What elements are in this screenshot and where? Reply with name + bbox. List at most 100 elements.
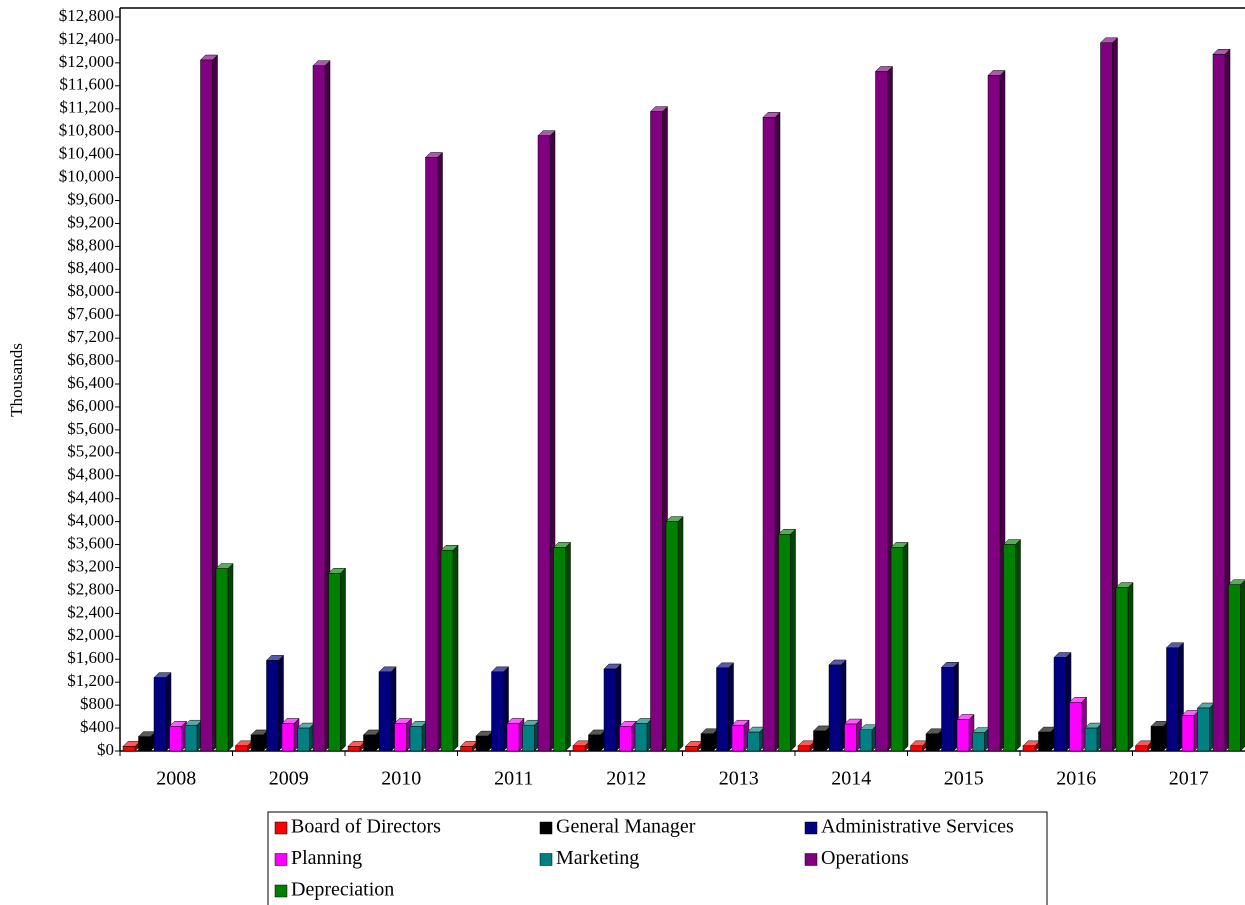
bar [875,71,888,752]
bar [797,745,811,752]
bar [1197,707,1210,752]
y-tick-label: $1,600 [67,648,114,667]
bar [491,671,504,752]
y-tick-label: $9,600 [67,189,114,208]
bar [619,726,632,752]
bar [1166,647,1179,752]
bar [138,736,151,752]
bar [184,724,198,752]
y-tick-label: $6,000 [67,396,114,415]
y-tick-label: $9,200 [67,212,114,231]
y-tick-label: $800 [80,694,114,713]
y-tick-label: $10,400 [59,144,114,163]
bar [200,59,213,752]
y-tick-label: $4,400 [67,488,114,507]
bar [440,550,454,752]
x-tick-label: 2008 [156,768,196,790]
bar-side [1240,579,1245,752]
y-tick-label: $12,400 [59,29,114,48]
legend-swatch [539,821,553,835]
bar [378,671,392,752]
bar [634,723,648,752]
bar [281,723,295,752]
bar [1003,544,1016,752]
legend-swatch [539,853,553,866]
legend-label: Marketing [556,847,639,869]
legend-label: Planning [291,847,362,869]
x-tick-label: 2014 [831,768,871,790]
y-tick-label: $2,800 [67,579,114,598]
bar [122,746,136,752]
legend-swatch [804,821,818,835]
legend-swatch [274,884,288,898]
bar-side [902,541,909,752]
bar-side [340,567,346,752]
bar [1228,584,1241,752]
y-tick-label: $12,000 [59,52,114,71]
bar [665,521,679,752]
bar [1115,587,1129,752]
bar-side [1015,538,1021,752]
y-tick-label: $11,600 [59,75,114,94]
y-tick-label: $8,800 [67,235,114,254]
legend-label: Operations [821,847,909,869]
bar [762,117,776,752]
bar [650,111,663,752]
y-tick-label: $10,800 [59,121,114,140]
y-tick-label: $4,800 [67,465,114,484]
y-tick-label: $1,200 [67,671,114,690]
bar-side [1127,581,1134,752]
bar [409,726,423,752]
legend-swatch [804,853,818,866]
bar [731,724,745,752]
y-axis-label: Thousands [7,343,26,417]
bar [537,135,551,752]
bar [153,677,167,752]
y-tick-label: $2,400 [67,602,114,621]
bar [266,660,279,752]
bar [169,726,182,752]
bar [747,731,760,752]
bar [215,568,229,752]
x-tick-label: 2010 [381,768,421,790]
legend-label: General Manager [556,816,696,838]
legend-swatch [274,821,288,835]
bar [603,668,617,752]
bar [363,734,376,752]
bar [1135,745,1148,752]
y-tick-label: $5,600 [67,419,114,438]
bar [506,723,520,752]
bar [475,735,489,752]
bar [250,734,264,752]
bar [716,667,729,752]
bar [460,746,473,752]
bar [685,746,698,752]
y-tick-label: $7,200 [67,327,114,346]
y-tick-label: $11,200 [59,98,114,117]
bar [425,157,438,752]
x-tick-label: 2015 [944,768,984,790]
bar [956,719,970,752]
bar [1022,745,1036,752]
y-tick-label: $5,200 [67,442,114,461]
bar [328,572,341,752]
bar [844,723,857,752]
legend-label: Depreciation [291,879,394,901]
bar [925,733,939,752]
bar [700,733,714,752]
bar [778,533,791,752]
legend-label: Board of Directors [291,816,441,838]
bar-side [677,516,684,752]
bar [1053,657,1067,752]
y-tick-label: $8,400 [67,258,114,277]
x-tick-label: 2016 [1056,768,1096,790]
y-tick-label: $10,000 [59,166,114,185]
bar [553,547,566,752]
y-tick-label: $4,000 [67,511,114,530]
legend-box [267,811,1048,905]
y-tick-label: $0 [97,740,114,759]
y-tick-label: $3,200 [67,556,114,575]
y-tick-label: $400 [80,717,114,736]
